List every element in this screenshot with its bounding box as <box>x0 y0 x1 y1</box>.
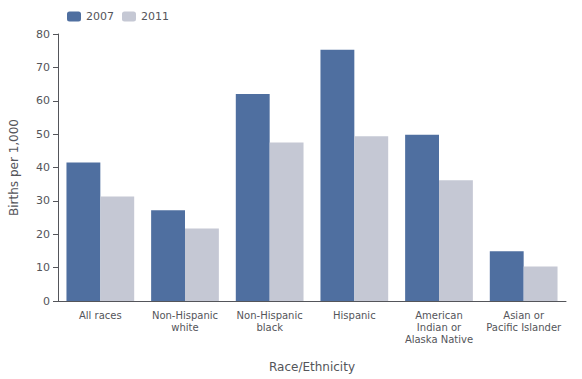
svg-text:Non-Hispanic: Non-Hispanic <box>152 310 218 321</box>
svg-text:40: 40 <box>36 161 50 174</box>
svg-text:Births per 1,000: Births per 1,000 <box>7 119 21 216</box>
svg-text:Alaska Native: Alaska Native <box>405 334 473 345</box>
svg-text:50: 50 <box>36 128 50 141</box>
svg-text:30: 30 <box>36 194 50 207</box>
svg-text:Race/Ethnicity: Race/Ethnicity <box>269 360 355 374</box>
svg-text:Non-Hispanic: Non-Hispanic <box>237 310 303 321</box>
svg-text:Pacific Islander: Pacific Islander <box>486 322 562 333</box>
svg-text:All races: All races <box>79 310 122 321</box>
svg-text:20: 20 <box>36 228 50 241</box>
svg-text:Hispanic: Hispanic <box>333 310 376 321</box>
svg-text:black: black <box>256 322 283 333</box>
svg-text:80: 80 <box>36 28 50 41</box>
svg-text:10: 10 <box>36 261 50 274</box>
svg-text:Asian or: Asian or <box>503 310 545 321</box>
svg-text:2007: 2007 <box>86 10 114 23</box>
svg-text:60: 60 <box>36 94 50 107</box>
svg-text:70: 70 <box>36 61 50 74</box>
svg-text:0: 0 <box>43 295 50 308</box>
svg-text:2011: 2011 <box>141 10 169 23</box>
svg-text:Indian or: Indian or <box>417 322 462 333</box>
svg-text:American: American <box>415 310 463 321</box>
svg-text:white: white <box>171 322 198 333</box>
